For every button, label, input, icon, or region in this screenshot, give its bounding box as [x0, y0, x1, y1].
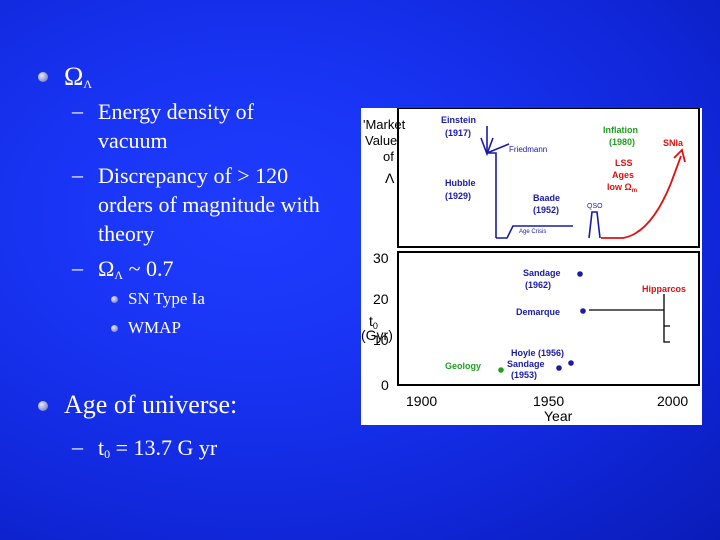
geology-label: Geology	[445, 361, 481, 371]
dash-icon: –	[72, 434, 83, 459]
einstein-arrow-icon	[480, 137, 494, 157]
figure-svg: 'Market Value' of Λ Einstein (1917) Frie…	[361, 107, 700, 424]
sandage1962-year: (1962)	[525, 280, 551, 290]
dash-icon: –	[72, 98, 83, 123]
hoyle-label: Hoyle (1956)	[511, 348, 564, 358]
friedmann-label: Friedmann	[509, 145, 547, 154]
snia-label: SNIa	[663, 138, 684, 148]
ages-label: Ages	[612, 170, 634, 180]
snia-arrow-icon	[673, 148, 686, 163]
demarque-point	[580, 308, 586, 314]
baade-year: (1952)	[533, 205, 559, 215]
market-value-label-3: of	[383, 149, 394, 164]
sandage1953-year: (1953)	[511, 370, 537, 380]
low-omega-label: low Ωm	[607, 182, 637, 194]
inflation-label: Inflation	[603, 125, 638, 135]
omega-lambda-value: ΩΛ ~ 0.7	[98, 254, 173, 290]
ytick-10: 10	[373, 332, 389, 348]
hubble-year: (1929)	[445, 191, 471, 201]
t0-label: t0	[369, 313, 378, 331]
xlabel-year: Year	[544, 408, 573, 424]
bullet-icon	[111, 325, 118, 332]
market-value-label-2: Value'	[365, 133, 400, 148]
cosmology-figure: 'Market Value' of Λ Einstein (1917) Frie…	[361, 107, 702, 425]
age-crisis-label: Age Crisis	[519, 229, 546, 235]
discrepancy-line1: Discrepancy of > 120	[98, 163, 289, 188]
sandage1962-point	[577, 271, 583, 277]
omega-lambda-approx: ~ 0.7	[128, 256, 174, 281]
omega-symbol: Ω	[98, 256, 115, 281]
qso-curve	[588, 211, 601, 239]
einstein-curve	[486, 126, 510, 238]
bullet-icon	[38, 72, 48, 82]
baade-label: Baade	[533, 193, 560, 203]
snia-curve	[601, 155, 682, 239]
ytick-30: 30	[373, 250, 389, 266]
energy-density-text: Energy density of vacuum	[98, 97, 254, 155]
ytick-20: 20	[373, 291, 389, 307]
demarque-label: Demarque	[516, 307, 560, 317]
discrepancy-line2: orders of magnitude with	[98, 192, 320, 217]
sandage1962-label: Sandage	[523, 268, 561, 278]
inflation-year: (1980)	[609, 137, 635, 147]
top-panel-frame	[397, 107, 700, 248]
lambda-subscript: Λ	[83, 77, 93, 91]
discrepancy-line3: theory	[98, 221, 155, 246]
gyr-label: (Gyr)	[361, 327, 393, 343]
hubble-label: Hubble	[445, 178, 476, 188]
omega-lambda-heading: ΩΛ	[64, 62, 92, 92]
ytick-0: 0	[381, 377, 389, 393]
xtick-2000: 2000	[657, 393, 688, 409]
qso-label: QSO	[587, 203, 603, 210]
energy-density-line1: Energy density of	[98, 99, 255, 124]
age-of-universe-heading: Age of universe:	[64, 390, 238, 419]
hoyle-point	[568, 360, 574, 366]
baade-curve	[496, 225, 573, 239]
lss-label: LSS	[615, 158, 633, 168]
sandage1953-label: Sandage	[507, 359, 545, 369]
t-symbol: t	[98, 435, 105, 460]
bullet-icon	[111, 296, 118, 303]
hipparcos-bracket	[589, 294, 670, 343]
hipparcos-label: Hipparcos	[642, 284, 686, 294]
sn-type-ia-item: SN Type Ia	[128, 289, 205, 308]
energy-density-line2: vacuum	[98, 128, 168, 153]
dash-icon: –	[72, 255, 83, 280]
t-subscript: 0	[104, 447, 111, 461]
age-value: t0 = 13.7 G yr	[98, 433, 217, 469]
discrepancy-text: Discrepancy of > 120 orders of magnitude…	[98, 161, 320, 248]
market-value-label-1: 'Market	[363, 117, 406, 132]
omega-symbol: Ω	[64, 62, 84, 91]
einstein-year: (1917)	[445, 128, 471, 138]
einstein-label: Einstein	[441, 115, 476, 125]
geology-point	[498, 367, 504, 373]
lambda-subscript: Λ	[114, 268, 124, 282]
bottom-panel-frame	[397, 251, 700, 386]
xtick-1950: 1950	[533, 393, 564, 409]
xtick-1900: 1900	[406, 393, 437, 409]
sandage1953-point	[556, 365, 562, 371]
market-value-label-4: Λ	[385, 170, 395, 186]
dash-icon: –	[72, 162, 83, 187]
wmap-item: WMAP	[128, 318, 181, 337]
age-equation: = 13.7 G yr	[110, 435, 218, 460]
bullet-icon	[38, 401, 48, 411]
